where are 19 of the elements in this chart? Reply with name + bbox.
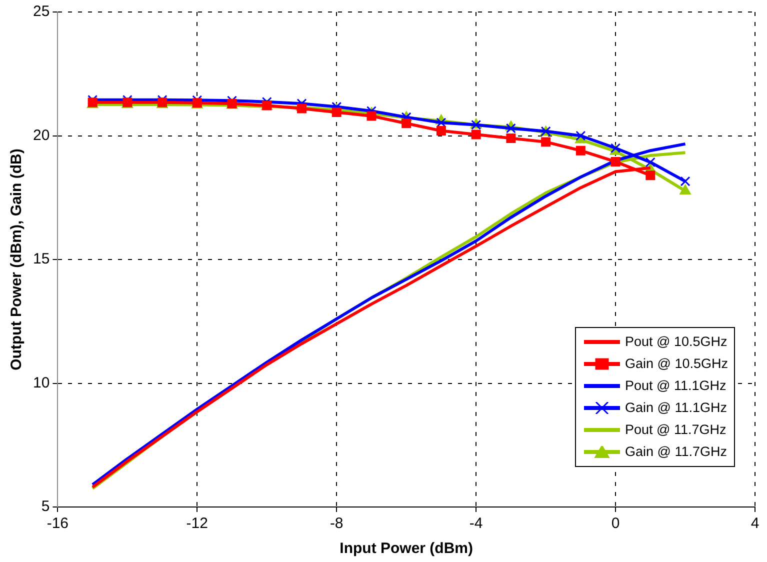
x-tick-label: -8 [330,515,344,532]
x-tick-label: -16 [46,515,69,532]
x-tick-label: -12 [186,515,208,532]
x-tick-label: -4 [469,515,483,532]
x-tick-label: 0 [611,515,620,532]
y-tick-label: 25 [32,3,50,20]
y-axis-title: Output Power (dBm), Gain (dB) [8,148,26,370]
legend-label: Pout @ 10.5GHz [625,333,728,351]
legend-label: Gain @ 10.5GHz [625,355,728,373]
legend-label: Pout @ 11.7GHz [625,421,726,439]
x-axis-title: Input Power (dBm) [340,540,474,558]
y-tick-label: 20 [32,126,50,144]
y-tick-label: 5 [41,498,50,516]
y-tick-label: 10 [32,374,50,392]
legend-label: Gain @ 11.1GHz [625,399,727,417]
legend-label: Gain @ 11.7GHz [625,443,727,461]
legend-label: Pout @ 11.1GHz [625,377,726,395]
x-tick-label: 4 [750,515,760,532]
y-tick-label: 15 [32,250,50,268]
